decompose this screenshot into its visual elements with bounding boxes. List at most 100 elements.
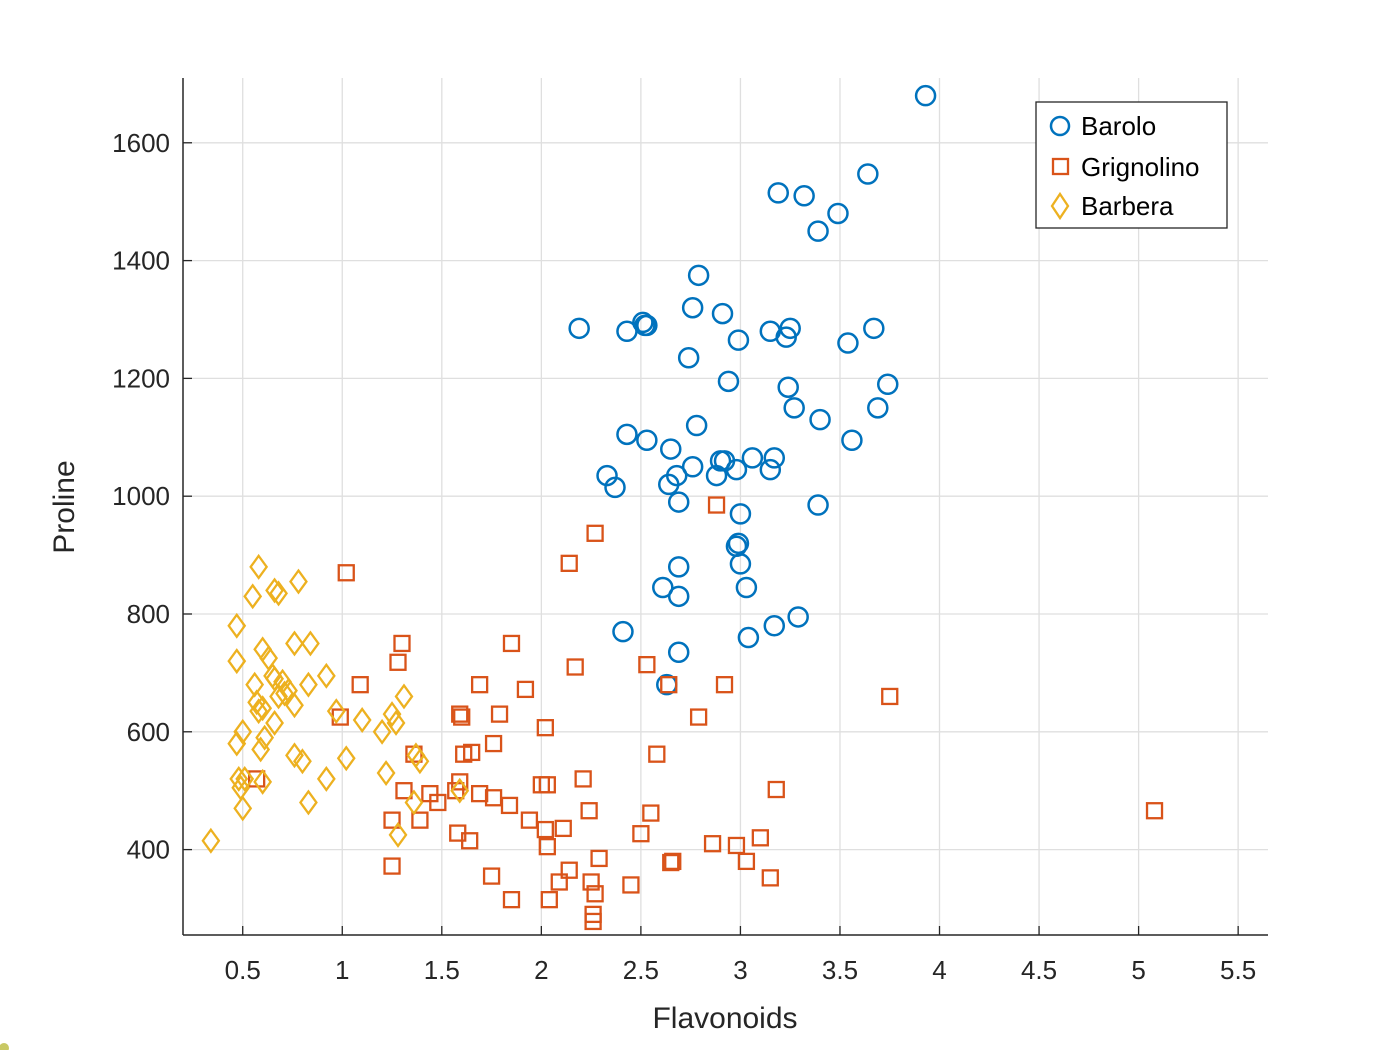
data-point-grignolino bbox=[662, 853, 680, 872]
legend-item-barolo: Barolo bbox=[1049, 111, 1156, 141]
x-tick-label: 5.5 bbox=[1220, 955, 1256, 985]
data-point-barbera bbox=[249, 553, 269, 580]
data-point-barbera bbox=[289, 568, 308, 595]
data-point-grignolino bbox=[554, 819, 572, 838]
data-point-barbera bbox=[388, 821, 408, 848]
data-points bbox=[201, 84, 1164, 931]
data-point-barolo bbox=[616, 320, 638, 343]
data-point-grignolino bbox=[393, 634, 411, 653]
data-point-grignolino bbox=[470, 784, 489, 803]
data-point-barbera bbox=[229, 765, 249, 792]
y-tick-label: 1400 bbox=[112, 246, 170, 276]
data-point-barolo bbox=[725, 458, 748, 481]
data-point-barolo bbox=[660, 438, 682, 460]
data-point-grignolino bbox=[560, 861, 578, 879]
data-point-grignolino bbox=[520, 811, 539, 829]
data-point-grignolino bbox=[574, 770, 592, 788]
data-point-grignolino bbox=[737, 852, 756, 871]
data-point-barbera bbox=[253, 768, 273, 795]
data-point-barbera bbox=[410, 748, 430, 775]
data-point-grignolino bbox=[540, 891, 558, 909]
data-point-grignolino bbox=[447, 782, 465, 800]
legend: Barolo Grignolino Barbera bbox=[1035, 101, 1228, 229]
data-point-grignolino bbox=[383, 811, 401, 829]
data-point-barbera bbox=[255, 724, 275, 751]
data-point-grignolino bbox=[470, 676, 489, 694]
x-ticks: 0.5 1 1.5 2 2.5 3 3.5 4 4.5 5 5.5 bbox=[225, 926, 1256, 985]
y-tick-label: 400 bbox=[127, 835, 170, 865]
data-point-barolo bbox=[667, 641, 690, 664]
data-point-barolo bbox=[705, 464, 728, 487]
data-point-barolo bbox=[711, 302, 734, 325]
data-point-barolo bbox=[667, 491, 690, 513]
data-point-barolo bbox=[612, 620, 634, 643]
legend-diamond-marker-icon bbox=[1050, 191, 1070, 221]
data-point-barolo bbox=[685, 414, 708, 437]
data-point-grignolino bbox=[500, 796, 519, 815]
data-point-grignolino bbox=[389, 653, 407, 671]
data-point-barbera bbox=[269, 580, 288, 607]
data-point-grignolino bbox=[1145, 802, 1164, 820]
x-tick-label: 3 bbox=[733, 955, 747, 985]
data-point-grignolino bbox=[461, 832, 479, 850]
data-point-grignolino bbox=[484, 789, 503, 807]
data-point-barolo bbox=[636, 314, 658, 337]
y-tick-label: 1000 bbox=[112, 481, 170, 511]
data-point-barbera bbox=[227, 730, 247, 757]
axes bbox=[182, 78, 1268, 936]
legend-label: Grignolino bbox=[1081, 152, 1200, 182]
data-point-barolo bbox=[763, 447, 786, 469]
data-point-grignolino bbox=[707, 496, 726, 514]
x-tick-label: 5 bbox=[1131, 955, 1145, 985]
data-point-barolo bbox=[677, 347, 700, 369]
data-point-barolo bbox=[809, 408, 831, 431]
data-point-barolo bbox=[914, 84, 937, 107]
data-point-grignolino bbox=[484, 734, 503, 753]
x-tick-label: 2 bbox=[534, 955, 548, 985]
legend-label: Barolo bbox=[1081, 111, 1156, 141]
data-point-grignolino bbox=[429, 793, 447, 812]
data-point-grignolino bbox=[727, 836, 746, 855]
data-point-barolo bbox=[759, 458, 782, 481]
data-point-grignolino bbox=[632, 825, 650, 843]
data-point-barolo bbox=[793, 185, 815, 207]
data-point-barolo bbox=[775, 326, 797, 348]
data-point-grignolino bbox=[550, 873, 568, 891]
data-point-barolo bbox=[568, 317, 590, 340]
data-point-grignolino bbox=[566, 658, 584, 676]
data-point-barbera bbox=[450, 777, 470, 804]
data-point-barbera bbox=[235, 765, 255, 792]
data-point-grignolino bbox=[536, 719, 554, 737]
data-point-barbera bbox=[285, 630, 304, 657]
data-point-barbera bbox=[269, 683, 288, 710]
data-point-barolo bbox=[807, 220, 829, 242]
data-point-barbera bbox=[243, 583, 263, 610]
data-point-barbera bbox=[253, 695, 273, 722]
data-point-grignolino bbox=[881, 687, 899, 706]
legend-square-marker-icon bbox=[1051, 157, 1070, 176]
data-point-grignolino bbox=[767, 780, 785, 799]
data-point-grignolino bbox=[411, 811, 429, 829]
data-point-barolo bbox=[863, 317, 885, 340]
data-point-grignolino bbox=[580, 802, 598, 820]
corner-dot-icon bbox=[0, 1043, 9, 1050]
data-point-grignolino bbox=[622, 876, 640, 894]
data-point-barbera bbox=[293, 748, 312, 775]
data-point-barolo bbox=[729, 553, 752, 575]
x-tick-label: 0.5 bbox=[225, 955, 261, 985]
data-point-grignolino bbox=[715, 676, 734, 694]
data-point-barbera bbox=[299, 789, 318, 816]
data-point-barolo bbox=[667, 585, 690, 608]
data-point-grignolino bbox=[536, 820, 554, 839]
data-point-barolo bbox=[877, 373, 899, 396]
data-point-grignolino bbox=[586, 885, 604, 903]
data-point-grignolino bbox=[638, 655, 656, 674]
data-point-barbera bbox=[265, 710, 284, 736]
x-tick-label: 1.5 bbox=[424, 955, 460, 985]
data-point-barolo bbox=[636, 429, 658, 451]
x-tick-label: 3.5 bbox=[822, 955, 858, 985]
data-point-barolo bbox=[652, 576, 674, 599]
data-point-grignolino bbox=[642, 804, 660, 822]
y-axis-label: Proline bbox=[48, 460, 81, 553]
